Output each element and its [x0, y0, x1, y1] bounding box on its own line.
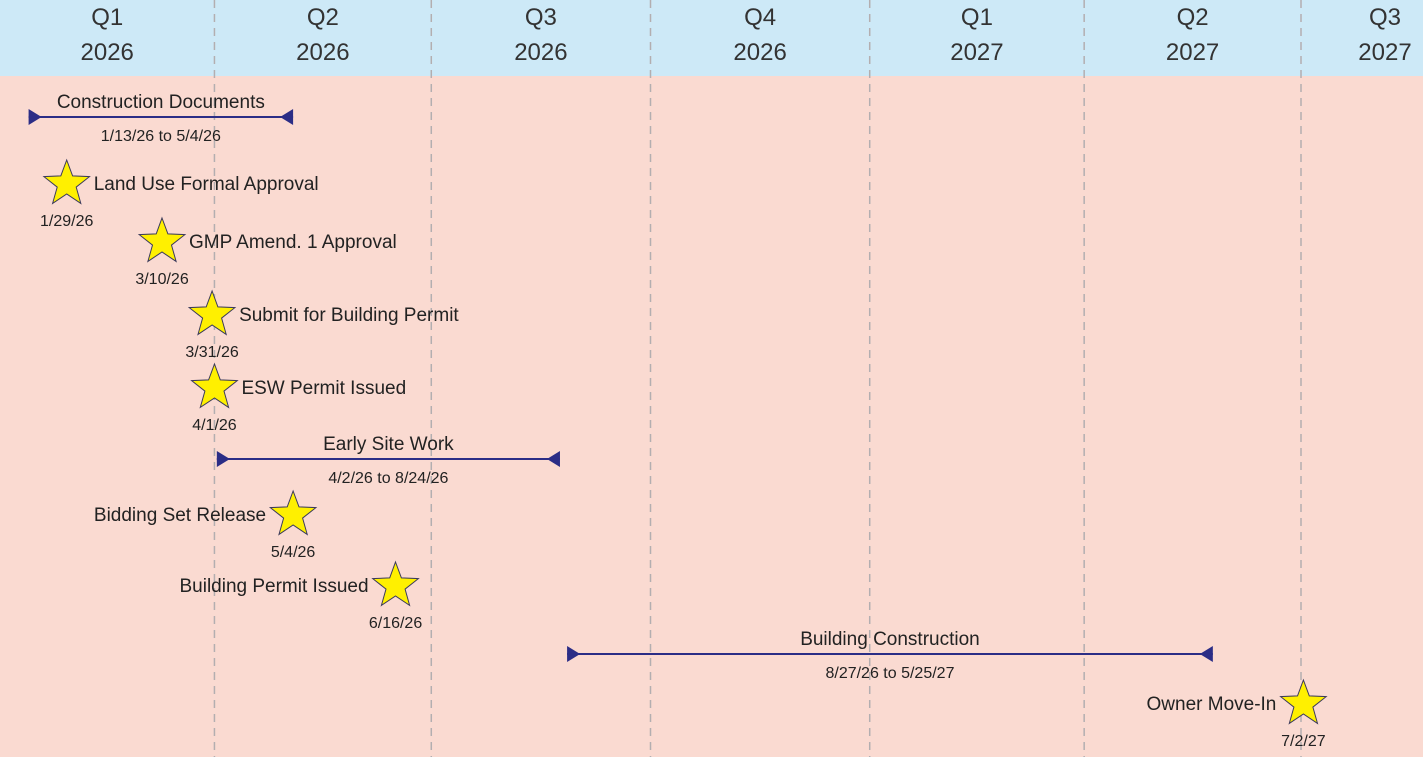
milestone-star-icon [268, 489, 318, 536]
quarter-year-label: 2026 [514, 39, 567, 66]
milestone-name: Submit for Building Permit [239, 305, 459, 326]
task-start-marker [216, 451, 230, 467]
task-date-range: 1/13/26 to 5/4/26 [101, 128, 221, 145]
quarter-year-label: 2027 [1166, 39, 1219, 66]
task-end-marker [1199, 646, 1213, 662]
milestone-date: 1/29/26 [40, 213, 93, 230]
task-bars: Construction Documents 1/13/26 to 5/4/26 E… [28, 92, 1213, 682]
task-start-marker [567, 646, 581, 662]
quarter-year-label: 2027 [950, 39, 1003, 66]
task-name: Construction Documents [57, 92, 265, 113]
milestone-date: 7/2/27 [1281, 733, 1326, 750]
quarter-year-label: 2027 [1358, 39, 1411, 66]
milestones: Land Use Formal Approval 1/29/26 GMP Amend… [40, 158, 1328, 750]
milestone-date: 3/10/26 [135, 271, 188, 288]
milestone-date: 3/31/26 [185, 344, 238, 361]
milestone-star-icon [42, 158, 91, 205]
milestone-name: Owner Move-In [1147, 694, 1277, 715]
quarter-label: Q1 [91, 4, 123, 31]
milestone-name: GMP Amend. 1 Approval [189, 232, 397, 253]
quarter-header [0, 0, 1423, 76]
quarter-year-label: 2026 [296, 39, 349, 66]
milestone-star-icon [190, 362, 239, 409]
quarter-year-label: 2026 [81, 39, 134, 66]
milestone-star-icon [137, 216, 187, 263]
quarter-labels: Q1 2026 Q2 2026 Q3 2026 Q4 2026 Q1 2027 Q2 2027 Q3 20… [81, 4, 1412, 66]
quarter-label: Q2 [1177, 4, 1209, 31]
task-end-marker [546, 451, 560, 467]
quarter-label: Q2 [307, 4, 339, 31]
task-name: Building Construction [800, 629, 980, 650]
quarter-label: Q3 [525, 4, 557, 31]
task-end-marker [280, 109, 294, 125]
milestone-star-icon [187, 289, 237, 336]
quarter-label: Q4 [744, 4, 776, 31]
task-start-marker [28, 109, 42, 125]
quarter-label: Q3 [1369, 4, 1401, 31]
milestone-date: 4/1/26 [192, 417, 237, 434]
task-date-range: 4/2/26 to 8/24/26 [328, 470, 448, 487]
quarter-year-label: 2026 [733, 39, 786, 66]
milestone-name: Bidding Set Release [94, 505, 266, 526]
milestone-star-icon [1279, 678, 1328, 725]
milestone-date: 6/16/26 [369, 615, 422, 632]
task-name: Early Site Work [323, 434, 454, 455]
milestone-date: 5/4/26 [271, 544, 316, 561]
milestone-star-icon [371, 560, 420, 607]
task-date-range: 8/27/26 to 5/25/27 [825, 665, 954, 682]
milestone-name: Building Permit Issued [179, 576, 368, 597]
milestone-name: ESW Permit Issued [241, 378, 406, 399]
milestone-name: Land Use Formal Approval [94, 174, 319, 195]
quarter-label: Q1 [961, 4, 993, 31]
